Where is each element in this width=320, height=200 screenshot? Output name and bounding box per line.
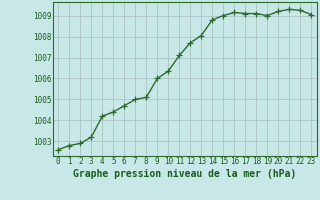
X-axis label: Graphe pression niveau de la mer (hPa): Graphe pression niveau de la mer (hPa) xyxy=(73,169,296,179)
